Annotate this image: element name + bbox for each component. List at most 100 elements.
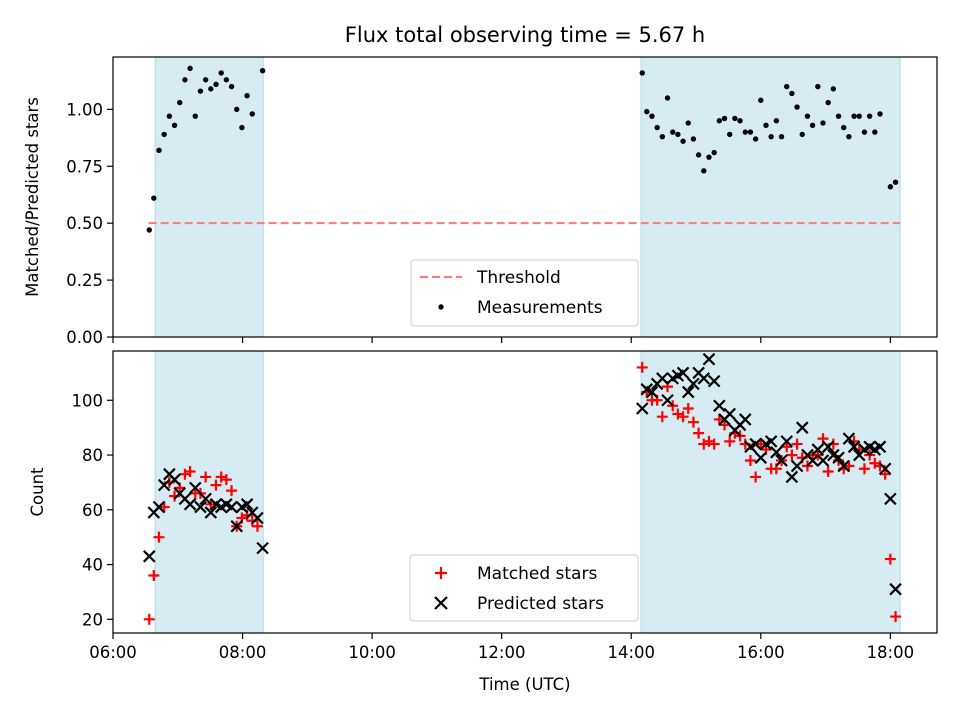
- x-tick-label: 06:00: [89, 643, 137, 662]
- predicted-stars-point: [251, 511, 264, 525]
- measurement-point: [675, 131, 681, 138]
- measurement-point: [187, 65, 193, 72]
- measurement-point: [690, 136, 697, 142]
- predicted-stars-point: [749, 437, 762, 451]
- matched-stars-point: [210, 479, 222, 491]
- predicted-stars-point: [656, 372, 669, 385]
- matched-stars-point: [786, 449, 798, 461]
- ratio-y-tick-label: 1.00: [66, 100, 103, 119]
- predicted-stars-point: [702, 352, 716, 366]
- predicted-stars-point: [770, 446, 783, 459]
- measurement-point: [784, 83, 790, 90]
- ratio-y-tick-label: 0.75: [66, 157, 103, 176]
- measurement-point: [820, 120, 826, 126]
- matched-stars-point: [251, 520, 263, 532]
- observing-window-band: [154, 350, 264, 634]
- predicted-stars-point: [754, 451, 768, 465]
- predicted-stars-point: [775, 454, 788, 467]
- predicted-stars-point: [194, 500, 207, 514]
- measurement-point: [789, 90, 795, 97]
- matched-stars-point: [143, 613, 155, 625]
- matched-stars-point: [724, 435, 736, 447]
- ratio-y-tick-label: 0.25: [66, 271, 103, 290]
- measurement-point: [830, 86, 837, 92]
- legend-predicted-label: Predicted stars: [477, 594, 604, 614]
- matched-stars-point: [822, 465, 834, 477]
- measurement-point: [716, 118, 723, 124]
- measurement-point: [763, 122, 769, 128]
- count-axes-frame: [112, 350, 938, 634]
- predicted-stars-point: [723, 407, 736, 421]
- matched-stars-point: [890, 611, 902, 623]
- matched-stars-point: [636, 361, 648, 373]
- measurement-point: [861, 129, 868, 135]
- predicted-stars-point: [847, 440, 861, 454]
- matched-stars-point: [744, 455, 756, 467]
- measurement-point: [872, 129, 878, 135]
- predicted-stars-point: [142, 550, 156, 563]
- measurement-point: [197, 88, 204, 94]
- predicted-stars-point: [889, 582, 902, 596]
- x-axis-label: Time (UTC): [478, 675, 570, 694]
- predicted-stars-point: [780, 435, 793, 448]
- ratio-y-axis-label: Matched/Predicted stars: [23, 97, 42, 297]
- predicted-stars-point: [837, 459, 850, 473]
- predicted-stars-point: [842, 432, 856, 445]
- measurement-point: [721, 115, 728, 122]
- ratio-legend: Threshold Measurements: [410, 259, 639, 327]
- count-y-tick-label: 80: [82, 446, 103, 465]
- measurement-point: [639, 70, 645, 76]
- x-tick-label: 12:00: [478, 643, 526, 662]
- matched-stars-point: [708, 438, 720, 450]
- x-tick-label: 14:00: [607, 643, 655, 662]
- matched-stars-point: [858, 463, 870, 475]
- observing-window-band: [640, 350, 901, 634]
- predicted-stars-point: [157, 478, 171, 492]
- count-y-axis-label: Count: [28, 467, 47, 517]
- measurement-point: [742, 129, 748, 135]
- predicted-stars-point: [806, 454, 819, 467]
- measurement-point: [737, 118, 743, 124]
- predicted-stars-point: [821, 440, 835, 454]
- measurement-point: [866, 113, 873, 119]
- predicted-stars-point: [661, 394, 674, 407]
- chart-title: Flux total observing time = 5.67 h: [345, 23, 705, 47]
- measurement-point: [747, 129, 754, 135]
- count-y-tick-label: 60: [82, 501, 103, 520]
- x-tick-label: 08:00: [219, 643, 267, 662]
- matched-stars-point: [184, 465, 196, 477]
- observing-window-band: [640, 56, 901, 338]
- measurement-point: [239, 124, 245, 131]
- measurement-point: [711, 149, 717, 156]
- matched-stars-point: [220, 474, 232, 486]
- predicted-stars-point: [225, 500, 238, 514]
- predicted-stars-point: [199, 492, 212, 506]
- matched-stars-point: [750, 471, 762, 483]
- measurement-point: [259, 67, 266, 74]
- count-y-tick-label: 20: [82, 610, 103, 629]
- predicted-stars-point: [878, 462, 892, 476]
- predicted-stars-point: [884, 492, 897, 506]
- measurement-point: [218, 70, 224, 76]
- measurement-point: [732, 115, 738, 122]
- matched-stars-point: [719, 419, 731, 431]
- measurement-point: [182, 77, 188, 83]
- measurement-point: [192, 113, 198, 119]
- predicted-stars-point: [256, 541, 269, 555]
- predicted-stars-point: [873, 440, 887, 454]
- legend-threshold-label: Threshold: [476, 268, 561, 288]
- measurement-point: [752, 136, 759, 142]
- x-tick-label: 10:00: [348, 643, 396, 662]
- predicted-stars-point: [687, 377, 700, 391]
- measurement-point: [877, 111, 883, 117]
- predicted-stars-point: [832, 451, 845, 465]
- observing-window-band: [154, 56, 264, 338]
- matched-stars-point: [153, 531, 165, 543]
- measurement-point: [659, 133, 666, 140]
- predicted-stars-point: [738, 413, 752, 426]
- measurement-point: [644, 108, 650, 115]
- predicted-stars-point: [764, 435, 778, 448]
- legend-matched-label: Matched stars: [477, 564, 597, 584]
- predicted-stars-point: [785, 470, 799, 484]
